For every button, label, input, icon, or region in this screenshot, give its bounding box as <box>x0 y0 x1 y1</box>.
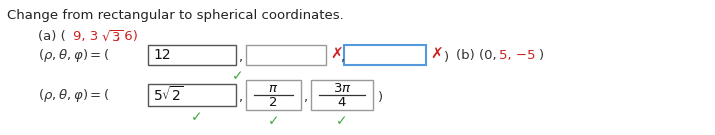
Text: $\sqrt{3}$: $\sqrt{3}$ <box>101 30 123 45</box>
Text: ✓: ✓ <box>336 114 347 128</box>
Text: $\pi$: $\pi$ <box>268 82 279 94</box>
Text: 5, −5: 5, −5 <box>499 48 536 62</box>
Text: Change from rectangular to spherical coordinates.: Change from rectangular to spherical coo… <box>7 9 344 22</box>
Text: ✗: ✗ <box>330 46 342 62</box>
Text: (b) (0,: (b) (0, <box>456 48 501 62</box>
Text: $(\rho, \theta, \varphi) = ($: $(\rho, \theta, \varphi) = ($ <box>38 46 109 63</box>
Text: $5\sqrt{2}$: $5\sqrt{2}$ <box>153 86 184 104</box>
Text: 9, 3: 9, 3 <box>73 30 98 43</box>
Text: ,: , <box>340 50 344 63</box>
Text: ✗: ✗ <box>430 46 443 62</box>
Text: 2: 2 <box>270 95 277 109</box>
Text: $(\rho, \theta, \varphi) = ($: $(\rho, \theta, \varphi) = ($ <box>38 87 109 104</box>
Text: ,: , <box>238 50 242 63</box>
Text: , 6): , 6) <box>116 30 138 43</box>
Text: ,: , <box>303 90 307 104</box>
Bar <box>246 80 301 110</box>
Bar <box>246 45 326 65</box>
Text: (a) (: (a) ( <box>38 30 66 43</box>
Text: ,: , <box>238 90 242 104</box>
Text: ): ) <box>444 50 449 63</box>
Bar <box>148 45 236 65</box>
Text: ✓: ✓ <box>267 114 280 128</box>
Bar <box>344 45 426 65</box>
Text: ✓: ✓ <box>232 69 244 83</box>
Text: ✓: ✓ <box>191 110 203 124</box>
Text: ): ) <box>378 90 383 104</box>
Text: 12: 12 <box>153 48 171 62</box>
Text: ): ) <box>539 48 544 62</box>
Bar <box>311 80 373 110</box>
Bar <box>148 84 236 106</box>
Text: 4: 4 <box>337 95 346 109</box>
Text: $3\pi$: $3\pi$ <box>332 82 351 94</box>
